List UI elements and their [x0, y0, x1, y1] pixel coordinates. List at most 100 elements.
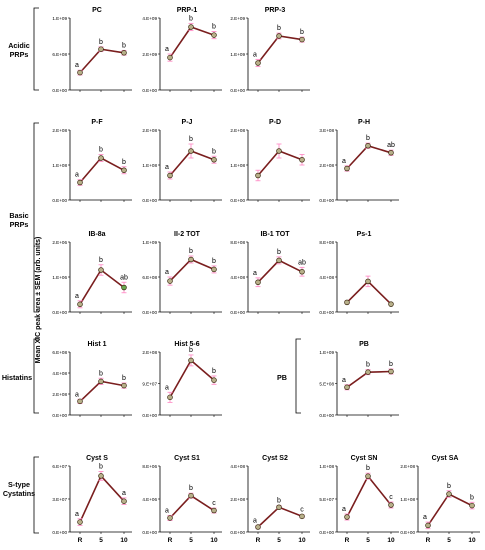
y-tick-label: 4.E+09 [142, 16, 157, 21]
group-bracket [33, 122, 39, 313]
data-point [344, 514, 350, 520]
significance-letter: b [99, 370, 103, 377]
data-point [167, 172, 173, 179]
y-tick-label: 0.E+00 [230, 530, 245, 535]
y-tick-label: 0.E+00 [52, 310, 67, 315]
group-label: Acidic [8, 41, 30, 50]
chart-title: Hist 5-6 [174, 341, 199, 348]
y-tick-label: 5.E+08 [319, 382, 334, 387]
chart-panel: II-2 TOT 0.E+00 6.E+08 1.E+09 a b b [142, 231, 222, 315]
data-point [255, 60, 261, 66]
series-line [169, 150, 215, 177]
significance-letter: b [189, 136, 193, 143]
significance-letter: b [389, 361, 393, 368]
data-point [211, 266, 217, 273]
y-tick-label: 2.E+08 [230, 497, 245, 502]
y-tick-label: 2.E+08 [52, 392, 67, 397]
y-tick-label: 0.E+00 [319, 530, 334, 535]
y-tick-label: 4.E+08 [230, 275, 245, 280]
significance-letter: a [75, 62, 79, 69]
significance-letter: a [122, 490, 126, 497]
data-point [388, 368, 394, 375]
x-tick-label: 5 [366, 537, 370, 544]
significance-letter: b [99, 257, 103, 264]
data-point [446, 491, 452, 497]
y-tick-label: 1.E+08 [142, 163, 157, 168]
significance-letter: b [300, 29, 304, 36]
data-point [121, 167, 127, 174]
x-tick-label: 5 [277, 537, 281, 544]
significance-letter: b [447, 483, 451, 490]
significance-letter: b [366, 135, 370, 142]
y-tick-label: 4.E+08 [319, 275, 334, 280]
significance-letter: a [75, 511, 79, 518]
y-tick-label: 6.E+08 [52, 52, 67, 57]
data-point [255, 524, 261, 530]
chart-panel: PRP-3 0.E+00 1.E+09 2.E+09 a b b [230, 7, 310, 93]
series-line [79, 474, 125, 523]
data-point [255, 279, 261, 286]
y-tick-label: 3.E+07 [52, 497, 67, 502]
significance-letter: a [165, 269, 169, 276]
chart-title: Cyst SA [432, 455, 459, 462]
y-tick-label: 8.E+06 [142, 464, 157, 469]
significance-letter: b [189, 347, 193, 354]
data-point [98, 267, 104, 273]
chart-panel: Cyst S 0.E+00 3.E+07 6.E+07 a b a R 5 10 [52, 455, 132, 544]
y-tick-label: 1.E+06 [52, 275, 67, 280]
data-point [365, 143, 371, 149]
group-bracket [33, 338, 39, 414]
chart-panel: PRP-1 0.E+00 2.E+09 4.E+09 a b b [142, 7, 222, 93]
data-point [299, 513, 305, 520]
significance-letter: b [470, 494, 474, 501]
group-bracket [33, 7, 39, 91]
y-tick-label: 2.E+06 [52, 240, 67, 245]
chart-panel: Ps-1 0.E+00 4.E+08 8.E+08 [319, 231, 399, 315]
data-point [98, 46, 104, 52]
group-label: Cystatins [3, 489, 35, 498]
data-point [344, 165, 350, 172]
data-point [121, 50, 127, 56]
data-point [188, 492, 194, 499]
data-point [188, 357, 194, 364]
y-tick-label: 0.E+00 [400, 530, 415, 535]
group-label: PB [277, 373, 287, 382]
x-tick-label: 10 [298, 537, 306, 544]
y-tick-label: 1.E+09 [230, 52, 245, 57]
data-point [388, 301, 394, 307]
y-tick-label: 0.E+00 [142, 198, 157, 203]
data-point [98, 155, 104, 161]
x-tick-label: R [345, 537, 350, 544]
data-point [211, 507, 217, 514]
x-tick-label: 10 [387, 537, 395, 544]
y-tick-label: 0.E+00 [319, 198, 334, 203]
data-point [344, 384, 350, 391]
significance-letter: a [423, 514, 427, 521]
significance-letter: a [253, 517, 257, 524]
significance-letter: a [342, 506, 346, 513]
data-point [167, 394, 173, 401]
data-point [365, 278, 371, 285]
y-tick-label: 2.E+08 [319, 163, 334, 168]
chart-title: PRP-3 [265, 7, 286, 14]
group-label: PRPs [10, 220, 29, 229]
data-point [77, 69, 83, 76]
data-point [121, 498, 127, 504]
series-line [169, 494, 215, 519]
y-tick-label: 0.E+00 [319, 413, 334, 418]
y-tick-label: 5.E+07 [319, 497, 334, 502]
chart-panel: Cyst SA 0.E+00 1.E+08 2.E+08 a b b R 5 10 [400, 455, 480, 544]
significance-letter: a [75, 391, 79, 398]
series-line [427, 493, 473, 526]
data-point [365, 369, 371, 375]
x-tick-label: R [168, 537, 173, 544]
chart-panel: Cyst S1 0.E+00 4.E+06 8.E+06 a b c R 5 10 [142, 455, 222, 544]
y-tick-label: 1.E+08 [319, 464, 334, 469]
x-tick-label: R [426, 537, 431, 544]
significance-letter: b [99, 39, 103, 46]
significance-letter: b [277, 25, 281, 32]
significance-letter: b [99, 464, 103, 471]
significance-letter: b [189, 15, 193, 22]
